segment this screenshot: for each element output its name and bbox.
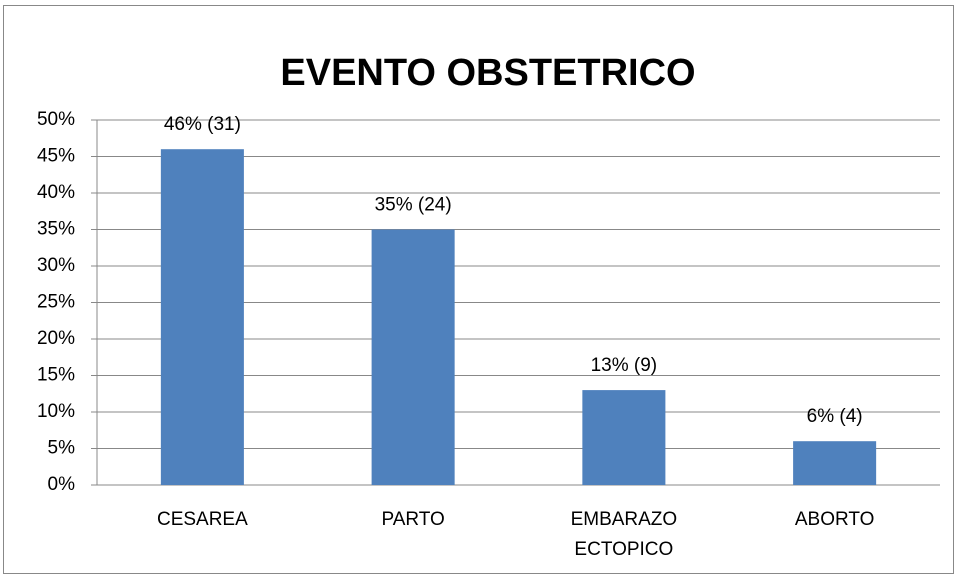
y-tick-label: 45% — [37, 146, 75, 167]
value-label: 6% (4) — [807, 406, 863, 427]
value-label: 46% (31) — [164, 114, 241, 135]
x-tick-label: PARTO — [381, 509, 445, 530]
chart-title: EVENTO OBSTETRICO — [280, 52, 695, 94]
value-label: 35% (24) — [375, 195, 452, 216]
y-tick-label: 50% — [37, 109, 75, 130]
y-tick-label: 10% — [37, 401, 75, 422]
y-tick-label: 40% — [37, 182, 75, 203]
bar — [160, 149, 244, 485]
y-tick-label: 0% — [48, 474, 76, 495]
y-tick-label: 25% — [37, 292, 75, 313]
bar — [371, 229, 455, 485]
y-tick-label: 20% — [37, 328, 75, 349]
x-tick-label: CESAREA — [156, 509, 248, 530]
value-label: 13% (9) — [591, 355, 658, 376]
bar — [582, 390, 666, 485]
y-tick-label: 15% — [37, 365, 75, 386]
x-tick-label: ABORTO — [794, 509, 875, 530]
x-tick-label: EMBARAZO ECTOPICO — [570, 509, 678, 560]
y-tick-label: 5% — [48, 438, 76, 459]
y-tick-label: 30% — [37, 255, 75, 276]
y-tick-label: 35% — [37, 219, 75, 240]
bar — [793, 441, 877, 485]
